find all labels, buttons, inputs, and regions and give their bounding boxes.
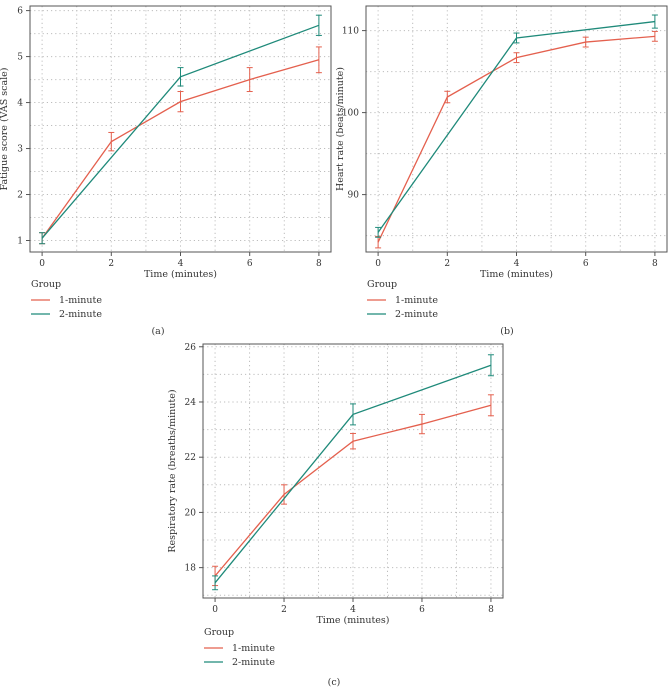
x-tick-label: 6 xyxy=(583,259,589,269)
legend-label-2-minute: 2-minute xyxy=(395,309,438,320)
y-tick-label: 3 xyxy=(17,145,23,155)
series-line-1-minute xyxy=(377,35,655,243)
x-tick-label: 2 xyxy=(108,259,114,269)
y-tick-label: 24 xyxy=(185,398,197,408)
y-tick-label: 2 xyxy=(17,191,23,201)
x-tick-label: 2 xyxy=(444,259,450,269)
y-tick-label: 90 xyxy=(348,191,360,201)
y-tick-label: 4 xyxy=(17,99,23,109)
y-tick-label: 110 xyxy=(342,27,359,37)
legend-title: Group xyxy=(31,279,61,290)
x-tick-label: 8 xyxy=(316,259,322,269)
panel-b: 0 2 4 6 8 90 100 110 Time (minutes) Heart rate (b… xyxy=(335,5,668,337)
legend-title: Group xyxy=(367,279,397,290)
panel-a: 0 2 4 6 8 1 2 3 4 5 6 Time (minutes) Fatigue score (… xyxy=(0,5,332,337)
x-tick-label: 4 xyxy=(178,259,184,269)
legend-label-1-minute: 1-minute xyxy=(59,295,102,306)
x-tick-label: 2 xyxy=(281,605,287,615)
x-tick-label: 0 xyxy=(39,259,45,269)
x-tick-label: 6 xyxy=(247,259,253,269)
y-tick-label: 22 xyxy=(185,453,196,463)
y-axis-title: Respiratory rate (breaths/minute) xyxy=(167,389,178,552)
x-tick-label: 6 xyxy=(419,605,425,615)
x-axis-title: Time (minutes) xyxy=(480,269,553,280)
legend-label-1-minute: 1-minute xyxy=(232,643,275,654)
y-tick-label: 100 xyxy=(342,109,359,119)
panel-label: (a) xyxy=(151,326,164,337)
y-tick-label: 6 xyxy=(17,7,23,17)
x-tick-label: 0 xyxy=(212,605,218,615)
y-tick-label: 26 xyxy=(185,343,197,353)
x-tick-label: 0 xyxy=(375,259,381,269)
legend-label-2-minute: 2-minute xyxy=(59,309,102,320)
y-tick-label: 18 xyxy=(185,564,197,574)
x-tick-label: 8 xyxy=(488,605,494,615)
panel-label: (b) xyxy=(500,326,514,337)
legend-label-1-minute: 1-minute xyxy=(395,295,438,306)
y-tick-label: 1 xyxy=(17,237,23,247)
x-tick-label: 4 xyxy=(350,605,356,615)
x-axis-title: Time (minutes) xyxy=(144,269,217,280)
y-tick-label: 20 xyxy=(185,508,197,518)
y-axis-title: Heart rate (beats/minute) xyxy=(335,67,346,191)
y-axis-title: Fatigue score (VAS scale) xyxy=(0,68,10,191)
y-tick-label: 5 xyxy=(17,53,23,63)
x-tick-label: 8 xyxy=(652,259,658,269)
legend-title: Group xyxy=(204,627,234,638)
legend-label-2-minute: 2-minute xyxy=(232,657,275,668)
x-tick-label: 4 xyxy=(514,259,520,269)
x-axis-title: Time (minutes) xyxy=(316,615,389,626)
panel-label: (c) xyxy=(328,677,341,688)
